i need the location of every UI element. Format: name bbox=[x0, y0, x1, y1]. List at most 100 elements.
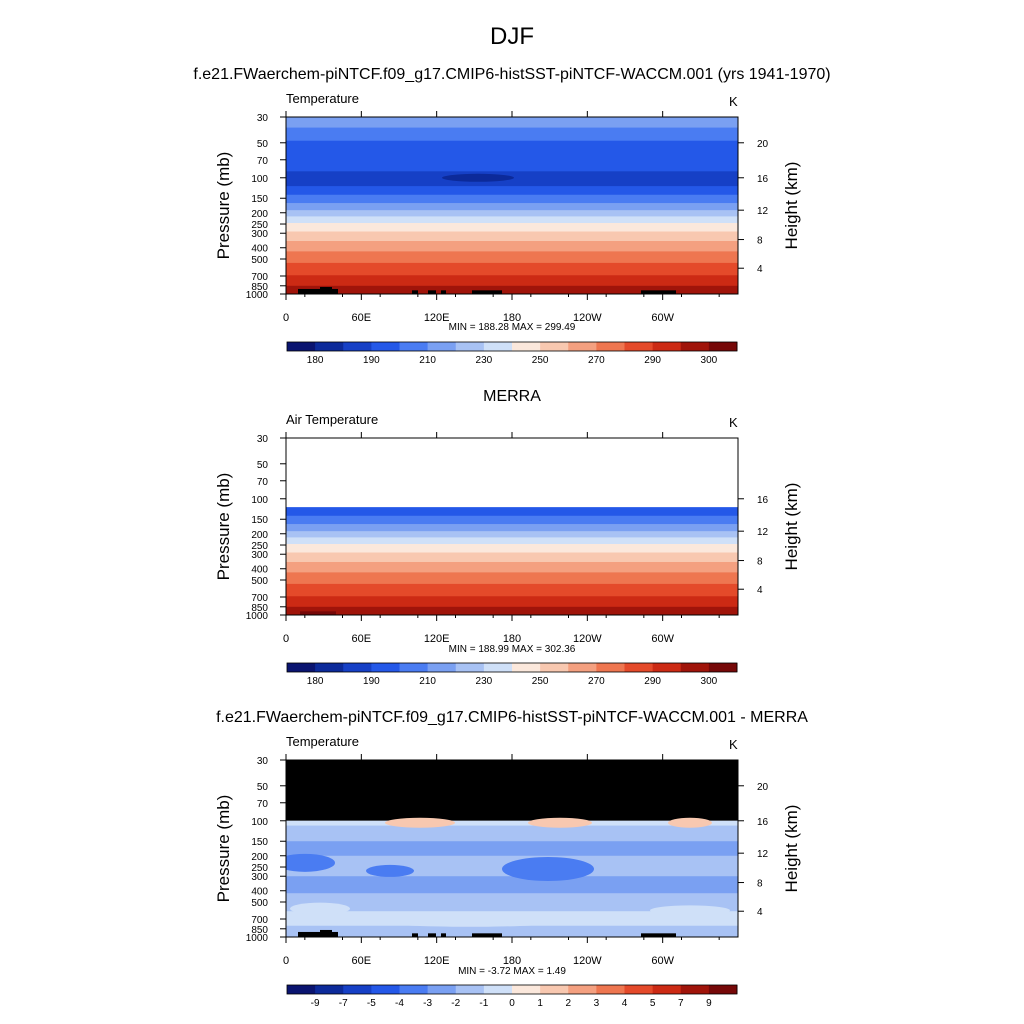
y-tick-label: 50 bbox=[257, 139, 269, 150]
colorbar-swatch bbox=[427, 663, 457, 672]
topography bbox=[320, 286, 332, 294]
height-tick-label: 16 bbox=[757, 495, 769, 506]
field-band bbox=[286, 285, 738, 294]
topography bbox=[428, 290, 436, 294]
field-band bbox=[286, 552, 738, 563]
topography bbox=[441, 290, 446, 294]
colorbar-swatch bbox=[315, 985, 344, 994]
colorbar-label: 230 bbox=[476, 676, 493, 687]
colorbar-label: 230 bbox=[476, 355, 493, 366]
colorbar-swatch bbox=[652, 342, 682, 351]
colorbar-label: 290 bbox=[644, 355, 661, 366]
colorbar-swatch bbox=[455, 985, 485, 994]
colorbar-swatch bbox=[624, 663, 654, 672]
x-tick-label: 120E bbox=[424, 633, 450, 645]
colorbar-label: 180 bbox=[307, 676, 324, 687]
colorbar-swatch bbox=[624, 342, 654, 351]
colorbar-swatch bbox=[287, 985, 316, 994]
field-band bbox=[286, 262, 738, 276]
surface-feature bbox=[300, 611, 336, 615]
y-tick-label: 400 bbox=[251, 887, 268, 898]
colorbar-swatch bbox=[483, 342, 513, 351]
y-tick-label: 250 bbox=[251, 863, 268, 874]
colorbar-swatch bbox=[427, 342, 457, 351]
colorbar-swatch bbox=[399, 663, 429, 672]
field-band bbox=[286, 820, 738, 827]
colorbar-swatch bbox=[596, 342, 625, 351]
panel-1-stats: MIN = 188.28 MAX = 299.49 bbox=[449, 322, 576, 333]
field-band bbox=[286, 524, 738, 532]
colorbar-swatch bbox=[596, 985, 625, 994]
y-tick-label: 400 bbox=[251, 565, 268, 576]
field-band bbox=[286, 841, 738, 857]
colorbar-swatch bbox=[343, 342, 372, 351]
topography bbox=[641, 933, 676, 937]
topography bbox=[412, 933, 418, 937]
field-band bbox=[286, 275, 738, 287]
topography bbox=[298, 931, 320, 937]
panel-3-stats: MIN = -3.72 MAX = 1.49 bbox=[458, 966, 566, 977]
cold-anomaly-contour bbox=[286, 853, 335, 872]
x-tick-label: 120W bbox=[573, 633, 602, 645]
x-tick-label: 180 bbox=[503, 312, 521, 324]
y-tick-label: 300 bbox=[251, 229, 268, 240]
field-band bbox=[286, 596, 738, 608]
colorbar-swatch bbox=[483, 663, 513, 672]
colorbar-swatch bbox=[512, 342, 541, 351]
panel-2-stats: MIN = 188.99 MAX = 302.36 bbox=[449, 644, 576, 655]
field-band bbox=[286, 117, 738, 129]
field-band bbox=[286, 531, 738, 539]
colorbar-swatch bbox=[680, 985, 710, 994]
panel-3-left-label: Temperature bbox=[286, 734, 359, 749]
colorbar-swatch bbox=[455, 342, 485, 351]
x-tick-label: 60E bbox=[352, 633, 372, 645]
field-band bbox=[286, 544, 738, 554]
x-tick-label: 60E bbox=[352, 312, 372, 324]
colorbar-frame bbox=[286, 662, 738, 673]
colorbar-swatch bbox=[315, 342, 344, 351]
colorbar-swatch bbox=[399, 342, 429, 351]
panel-2-units: K bbox=[729, 415, 738, 430]
topography bbox=[332, 931, 338, 937]
colorbar-label: 210 bbox=[419, 355, 436, 366]
y-tick-label: 30 bbox=[257, 434, 269, 445]
panel-1-left-label: Temperature bbox=[286, 91, 359, 106]
y-tick-label: 100 bbox=[251, 817, 268, 828]
y-tick-label: 200 bbox=[251, 209, 268, 220]
colorbar-label: 9 bbox=[706, 998, 712, 1009]
colorbar-swatch bbox=[315, 663, 344, 672]
colorbar-swatch bbox=[455, 663, 485, 672]
height-tick-label: 12 bbox=[757, 527, 769, 538]
topography bbox=[332, 288, 338, 294]
x-tick-label: 120E bbox=[424, 312, 450, 324]
colorbar-label: 3 bbox=[594, 998, 600, 1009]
colorbar-swatch bbox=[568, 985, 597, 994]
colorbar-swatch bbox=[652, 985, 682, 994]
height-tick-label: 20 bbox=[757, 139, 769, 150]
cold-core-contour bbox=[442, 173, 514, 182]
colorbar-swatch bbox=[540, 342, 569, 351]
y-tick-label: 1000 bbox=[246, 290, 269, 301]
x-tick-label: 0 bbox=[283, 312, 289, 324]
field-band bbox=[286, 223, 738, 233]
colorbar-label: 180 bbox=[307, 355, 324, 366]
y-tick-label: 850 bbox=[251, 925, 268, 936]
y-tick-label: 850 bbox=[251, 603, 268, 614]
height-tick-label: 16 bbox=[757, 817, 769, 828]
field-band bbox=[286, 210, 738, 218]
colorbar-swatch bbox=[708, 985, 738, 994]
colorbar-swatch bbox=[680, 663, 710, 672]
colorbar-frame bbox=[286, 341, 738, 352]
panel-model: f.e21.FWaerchem-piNTCF.f09_g17.CMIP6-his… bbox=[193, 66, 830, 366]
field-2 bbox=[286, 507, 738, 615]
cold-anomaly-contour bbox=[502, 857, 594, 882]
colorbar-swatch bbox=[624, 985, 654, 994]
panel-2-left-label: Air Temperature bbox=[286, 412, 378, 427]
x-tick-label: 180 bbox=[503, 955, 521, 967]
field-band bbox=[286, 153, 738, 172]
colorbar-swatch bbox=[343, 663, 372, 672]
y-tick-label: 70 bbox=[257, 477, 269, 488]
y-tick-label: 300 bbox=[251, 550, 268, 561]
